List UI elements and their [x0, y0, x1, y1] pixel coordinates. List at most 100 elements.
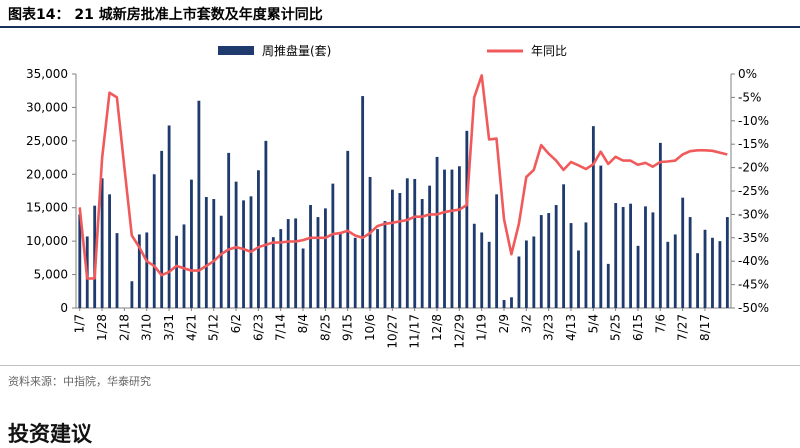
bar-mark	[301, 248, 305, 308]
bar-mark	[428, 185, 432, 308]
bar-mark	[152, 174, 156, 308]
y-right-tick-label: -40%	[738, 254, 769, 268]
bar-mark	[547, 213, 551, 308]
line-series	[78, 74, 728, 280]
yoy-line-path	[78, 74, 728, 280]
source-note: 资料来源：中指院，华泰研究	[8, 375, 151, 388]
x-tick-label: 7/6	[653, 314, 667, 333]
x-tick-label: 12/8	[430, 314, 444, 341]
bar-mark	[197, 100, 201, 308]
bar-mark	[160, 150, 164, 308]
bar-mark	[190, 179, 193, 308]
x-tick-label: 2/18	[117, 314, 131, 341]
bar-mark	[524, 240, 528, 308]
y-right-tick-label: -25%	[738, 184, 769, 198]
bar-mark	[696, 253, 699, 308]
chart-legend: 周推盘量(套) 年同比	[218, 43, 567, 58]
x-tick-label: 7/14	[274, 314, 288, 341]
bar-mark	[465, 130, 469, 308]
bar-mark	[331, 183, 335, 308]
bar-mark	[502, 299, 506, 308]
bar-mark	[725, 217, 729, 308]
bar-mark	[443, 169, 446, 308]
x-tick-label: 1/19	[475, 314, 489, 341]
bar-mark	[614, 203, 618, 308]
bar-mark	[361, 96, 365, 308]
legend-line-label: 年同比	[531, 44, 567, 58]
y-right-tick-label: 0%	[738, 67, 757, 81]
bar-mark	[517, 256, 521, 308]
x-tick-label: 10/6	[363, 314, 377, 341]
bar-mark	[718, 241, 722, 308]
chart-axes: 0 5,000 10,000 15,000 20,000 25,000 30,000 35,0…	[26, 67, 769, 315]
title-divider	[0, 26, 800, 28]
y-right-tick-label: -30%	[738, 207, 769, 221]
x-tick-label: 3/2	[519, 314, 533, 333]
section-heading: 投资建议	[8, 421, 92, 446]
bar-mark	[286, 219, 290, 308]
x-tick-label: 1/7	[73, 314, 87, 333]
bar-mark	[219, 215, 223, 308]
bar-mark	[629, 203, 633, 308]
bar-mark	[346, 150, 350, 308]
bar-mark	[636, 245, 640, 308]
x-tick-label: 1/28	[95, 314, 109, 341]
y-right-tick-label: -15%	[738, 137, 769, 151]
bar-mark	[100, 178, 104, 308]
bar-mark	[324, 208, 327, 308]
bar-mark	[472, 223, 476, 308]
x-tick-label: 2/9	[497, 314, 511, 333]
bar-mark	[78, 214, 82, 308]
x-tick-label: 4/21	[184, 314, 198, 341]
bar-mark	[145, 232, 149, 308]
y-right-tick-label: -45%	[738, 278, 769, 292]
bar-mark	[227, 152, 231, 308]
legend-bar-swatch	[218, 46, 254, 55]
bar-mark	[666, 241, 670, 308]
bar-mark	[316, 217, 320, 308]
x-tick-label: 8/4	[296, 314, 310, 333]
bar-mark	[673, 234, 677, 308]
bar-mark	[353, 237, 357, 308]
bar-mark	[242, 200, 245, 308]
x-axis-labels: 1/7 1/28 2/18 3/10 3/31 4/21 5/12 6/2 6/23 7/14 8/…	[73, 308, 712, 349]
x-tick-label: 7/27	[676, 314, 690, 341]
y-left-tick-label: 0	[60, 301, 68, 315]
bar-mark	[569, 223, 573, 308]
bar-mark	[457, 166, 461, 308]
bar-mark	[591, 126, 595, 308]
bar-mark	[271, 237, 275, 308]
bar-mark	[450, 169, 454, 308]
bar-mark	[234, 181, 238, 308]
bar-mark	[264, 140, 268, 308]
figure-title: 图表14： 21 城新房批准上市套数及年度累计同比	[8, 7, 323, 23]
y-left-tick-label: 5,000	[34, 268, 68, 282]
bar-mark	[212, 199, 216, 308]
bar-mark	[368, 176, 372, 308]
y-left-tick-label: 30,000	[26, 100, 68, 114]
legend-bar-label: 周推盘量(套)	[262, 43, 331, 58]
x-tick-label: 3/10	[140, 314, 154, 341]
y-right-tick-label: -5%	[738, 90, 761, 104]
bar-mark	[383, 221, 387, 308]
x-tick-label: 6/23	[251, 314, 265, 341]
bar-mark	[644, 206, 647, 308]
x-tick-label: 8/25	[318, 314, 332, 341]
bar-mark	[703, 229, 707, 308]
bar-mark	[495, 194, 499, 308]
bar-mark	[539, 215, 543, 308]
y-right-tick-label: -50%	[738, 301, 769, 315]
y-left-tick-label: 35,000	[26, 67, 68, 81]
bar-mark	[651, 212, 655, 308]
x-tick-label: 11/17	[408, 314, 422, 349]
bar-mark	[487, 241, 491, 308]
bar-mark	[309, 205, 312, 308]
bar-series	[78, 96, 729, 308]
y-left-tick-label: 15,000	[26, 201, 68, 215]
bar-mark	[294, 218, 298, 308]
y-left-tick-label: 25,000	[26, 134, 68, 148]
x-tick-label: 3/31	[162, 314, 176, 341]
bar-mark	[562, 184, 566, 308]
y-right-tick-label: -20%	[738, 161, 769, 175]
bar-mark	[130, 281, 134, 308]
